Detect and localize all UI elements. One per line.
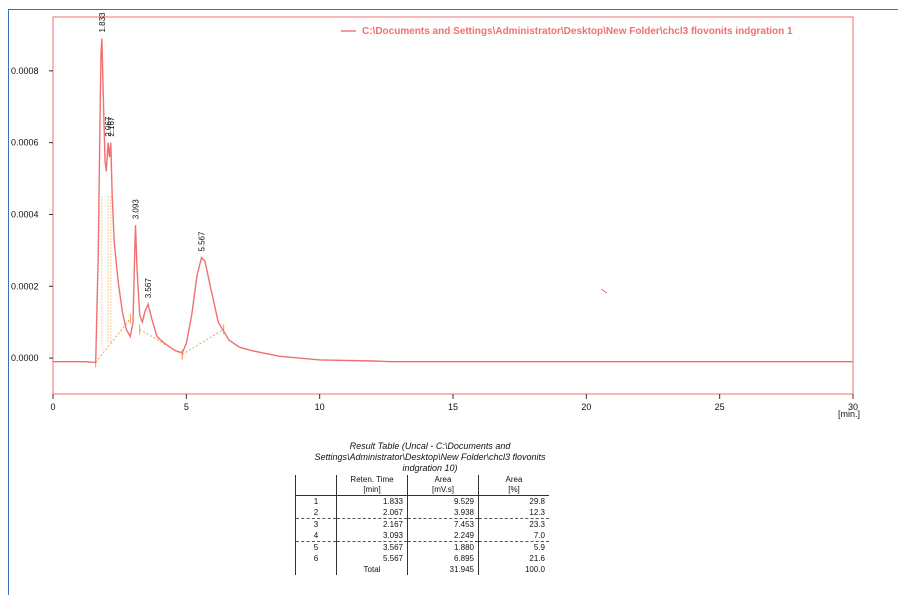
cell-area-percent: 23.3	[478, 518, 549, 530]
x-tick-label: 10	[315, 402, 325, 412]
x-axis-unit-label: [min.]	[838, 409, 860, 419]
header-retention-time: Reten. Time [min]	[336, 475, 408, 496]
cell-index: 3	[295, 518, 337, 530]
chromatogram-chart: 0.0000 0.0002 0.0004 0.0006 0.0008 0 5 10 15 20 2…	[11, 12, 860, 419]
legend-label: C:\Documents and Settings\Administrator\…	[362, 26, 793, 37]
table-row: 1 1.833 9.529 29.8	[295, 495, 549, 507]
cell-total-label: Total	[336, 564, 408, 575]
cell-area: 9.529	[407, 495, 479, 507]
table-row: 3 2.167 7.453 23.3	[295, 518, 549, 530]
legend: C:\Documents and Settings\Administrator\…	[341, 26, 793, 37]
cell-area-percent: 29.8	[478, 495, 549, 507]
y-tick-label: 0.0006	[11, 138, 39, 148]
header-area: Area [mV.s]	[407, 475, 479, 496]
peak-label: 3.093	[131, 199, 140, 220]
integration-baselines	[95, 196, 225, 368]
cell-retention-time: 3.567	[336, 541, 408, 553]
result-table: Reten. Time [min] Area [mV.s] Area [%] 1 1.…	[295, 475, 549, 575]
table-row: 5 3.567 1.880 5.9	[295, 541, 549, 553]
header-index	[295, 475, 337, 496]
x-axis: 0 5 10 15 20 25 30	[50, 394, 858, 412]
cell-retention-time: 1.833	[336, 495, 408, 507]
peak-label: 2.067	[104, 116, 113, 137]
cell-area: 7.453	[407, 518, 479, 530]
result-table-caption: Result Table (Uncal - C:\Documents and S…	[314, 441, 546, 473]
stray-tick-mark	[600, 288, 608, 294]
peak-label: 1.833	[98, 12, 107, 33]
cell-retention-time: 2.167	[336, 518, 408, 530]
cell-area-percent: 21.6	[478, 553, 549, 564]
table-row: 6 5.567 6.895 21.6	[295, 553, 549, 564]
cell-area: 3.938	[407, 507, 479, 519]
table-total-row: Total 31.945 100.0	[295, 564, 549, 575]
cell-area-percent: 12.3	[478, 507, 549, 519]
baseline-segment	[182, 328, 224, 355]
peak-label: 2.167	[107, 116, 116, 137]
baseline-segment	[95, 318, 131, 363]
y-axis: 0.0000 0.0002 0.0004 0.0006 0.0008	[11, 66, 53, 363]
result-table-header-row: Reten. Time [min] Area [mV.s] Area [%]	[295, 475, 549, 496]
table-row: 4 3.093 2.249 7.0	[295, 530, 549, 542]
x-tick-label: 20	[581, 402, 591, 412]
x-tick-label: 25	[715, 402, 725, 412]
x-tick-label: 5	[184, 402, 189, 412]
x-tick-label: 30	[848, 402, 858, 412]
cell-index: 5	[295, 541, 337, 553]
window-frame	[8, 9, 898, 595]
cell-area: 1.880	[407, 541, 479, 553]
y-tick-label: 0.0008	[11, 66, 39, 76]
cell-area-percent-total: 100.0	[478, 564, 549, 575]
x-tick-label: 0	[50, 402, 55, 412]
x-tick-label: 15	[448, 402, 458, 412]
cell-area-percent: 5.9	[478, 541, 549, 553]
plot-area	[52, 16, 854, 395]
cell-index: 1	[295, 495, 337, 507]
cell-area-total: 31.945	[407, 564, 479, 575]
cell-index: 2	[295, 507, 337, 519]
cell-retention-time: 3.093	[336, 530, 408, 542]
cell-index: 4	[295, 530, 337, 542]
cell-retention-time: 5.567	[336, 553, 408, 564]
peak-label: 3.567	[144, 278, 153, 299]
peak-label: 5.567	[197, 231, 206, 252]
table-row: 2 2.067 3.938 12.3	[295, 507, 549, 519]
y-tick-label: 0.0002	[11, 281, 39, 291]
cell-retention-time: 2.067	[336, 507, 408, 519]
y-tick-label: 0.0000	[11, 353, 39, 363]
cell-area: 2.249	[407, 530, 479, 542]
y-tick-label: 0.0004	[11, 209, 39, 219]
cell-area-percent: 7.0	[478, 530, 549, 542]
cell-index	[295, 564, 337, 575]
header-area-percent: Area [%]	[478, 475, 549, 496]
cell-index: 6	[295, 553, 337, 564]
chromatogram-trace	[53, 38, 853, 364]
cell-area: 6.895	[407, 553, 479, 564]
